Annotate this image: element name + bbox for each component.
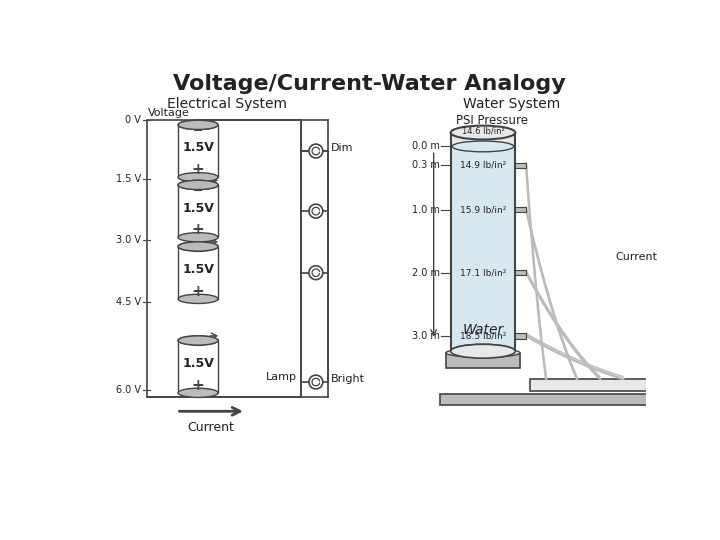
Text: 1.5V: 1.5V — [182, 357, 214, 370]
Text: 1.5V: 1.5V — [182, 201, 214, 214]
Text: 0 V: 0 V — [125, 115, 141, 125]
Text: −: − — [193, 185, 203, 198]
Ellipse shape — [178, 336, 218, 345]
Text: Voltage: Voltage — [148, 108, 190, 118]
Text: 6.0 V: 6.0 V — [116, 384, 141, 395]
Bar — [516, 333, 526, 339]
Text: Lamp: Lamp — [266, 373, 297, 382]
Bar — [451, 132, 516, 351]
Text: 1.5 V: 1.5 V — [116, 174, 141, 184]
Text: 1.5V: 1.5V — [182, 263, 214, 276]
Bar — [530, 379, 665, 392]
Ellipse shape — [451, 345, 516, 358]
Circle shape — [309, 266, 323, 280]
Ellipse shape — [178, 233, 218, 242]
Text: 1.0 m: 1.0 m — [412, 205, 440, 214]
Text: 14.6 lb/in²: 14.6 lb/in² — [462, 126, 504, 136]
Ellipse shape — [178, 180, 218, 190]
Text: Bright: Bright — [330, 374, 364, 384]
Ellipse shape — [178, 120, 218, 130]
Ellipse shape — [178, 294, 218, 303]
Text: 14.9 lb/in²: 14.9 lb/in² — [460, 161, 506, 170]
Bar — [440, 394, 665, 405]
Text: −: − — [193, 246, 203, 259]
Text: +: + — [192, 222, 204, 237]
Ellipse shape — [178, 180, 218, 190]
Text: Current: Current — [616, 252, 657, 262]
Text: Current: Current — [188, 421, 235, 434]
Text: 3.0 V: 3.0 V — [116, 235, 141, 245]
Bar — [178, 247, 218, 299]
Bar — [452, 146, 514, 350]
Bar — [178, 340, 218, 393]
Ellipse shape — [178, 173, 218, 182]
Text: +: + — [192, 377, 204, 393]
Text: 0.3 m: 0.3 m — [412, 160, 440, 170]
Ellipse shape — [452, 141, 514, 152]
Circle shape — [309, 204, 323, 218]
Bar — [516, 207, 526, 212]
Text: 18.5 lb/in²: 18.5 lb/in² — [460, 332, 506, 340]
Text: −: − — [193, 340, 203, 353]
Ellipse shape — [451, 345, 516, 358]
Text: +: + — [192, 162, 204, 177]
Text: Water: Water — [462, 323, 503, 336]
Text: 2.0 m: 2.0 m — [412, 268, 440, 278]
Text: Electrical System: Electrical System — [166, 97, 287, 111]
Text: 4.5 V: 4.5 V — [116, 297, 141, 307]
Text: −: − — [193, 125, 203, 138]
Text: 15.9 lb/in²: 15.9 lb/in² — [460, 205, 506, 214]
Ellipse shape — [178, 388, 218, 397]
Circle shape — [309, 144, 323, 158]
Text: Water System: Water System — [463, 97, 560, 111]
Bar — [178, 125, 218, 177]
Ellipse shape — [178, 336, 218, 345]
Text: 0.0 m: 0.0 m — [412, 141, 440, 151]
Bar — [178, 185, 218, 237]
Bar — [516, 270, 526, 275]
Bar — [516, 163, 526, 168]
Bar — [446, 353, 520, 368]
Text: Dim: Dim — [330, 143, 353, 153]
Text: 3.0 m: 3.0 m — [412, 331, 440, 341]
Text: 1.5V: 1.5V — [182, 141, 214, 154]
Bar — [148, 120, 301, 397]
Ellipse shape — [178, 242, 218, 251]
Text: Voltage/Current-Water Analogy: Voltage/Current-Water Analogy — [173, 74, 565, 94]
Ellipse shape — [451, 126, 516, 139]
Circle shape — [309, 375, 323, 389]
Ellipse shape — [178, 242, 218, 251]
Text: 17.1 lb/in²: 17.1 lb/in² — [460, 268, 506, 277]
Text: PSI Pressure: PSI Pressure — [456, 114, 528, 127]
Ellipse shape — [178, 120, 218, 130]
Ellipse shape — [446, 348, 520, 357]
Text: +: + — [192, 284, 204, 299]
